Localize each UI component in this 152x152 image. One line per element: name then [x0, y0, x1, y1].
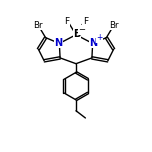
Text: N: N — [55, 38, 63, 48]
Text: B: B — [73, 29, 80, 40]
Text: F: F — [83, 17, 88, 26]
Text: F: F — [64, 17, 69, 26]
Text: Br: Br — [33, 21, 42, 30]
Text: +: + — [96, 33, 103, 42]
Text: N: N — [89, 38, 97, 48]
Text: Br: Br — [110, 21, 119, 30]
Text: −: − — [79, 25, 86, 34]
